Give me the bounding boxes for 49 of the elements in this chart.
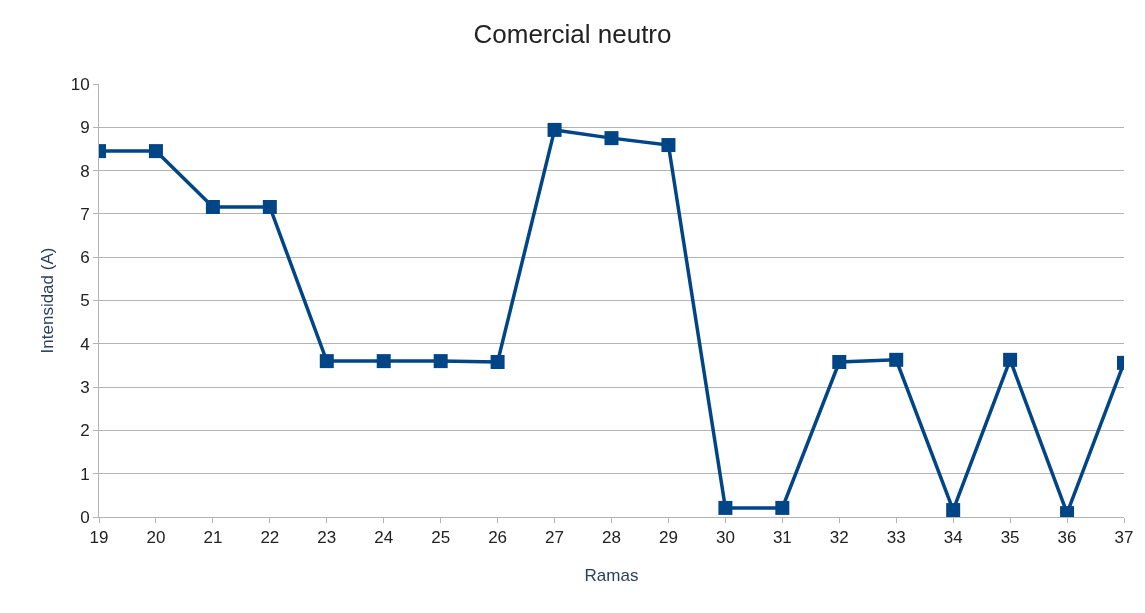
x-tick-label: 19 [89, 528, 109, 548]
point [433, 354, 448, 369]
y-tick-label: 3 [80, 378, 90, 398]
y-tick-label: 4 [80, 334, 90, 354]
point [205, 199, 220, 214]
point [490, 354, 505, 369]
point [547, 122, 562, 137]
point [1003, 352, 1018, 367]
point [889, 352, 904, 367]
x-tick-label: 22 [260, 528, 280, 548]
x-tick-label: 21 [203, 528, 223, 548]
x-tick-label: 20 [146, 528, 166, 548]
x-tick-label: 31 [772, 528, 792, 548]
y-tick-label: 9 [80, 118, 90, 138]
y-tick-label: 0 [80, 507, 90, 527]
y-tick-label: 8 [80, 161, 90, 181]
x-tick-label: 34 [943, 528, 963, 548]
point [262, 199, 277, 214]
x-tick-label: 35 [1000, 528, 1020, 548]
x-tick-label: 36 [1057, 528, 1077, 548]
x-tick-label: 37 [1114, 528, 1134, 548]
x-tick-label: 28 [602, 528, 621, 548]
y-tick-label: 5 [80, 291, 90, 311]
x-tick-label: 27 [545, 528, 565, 548]
x-tick-label: 29 [658, 528, 678, 548]
point [718, 500, 733, 515]
x-tick-label: 32 [829, 528, 849, 548]
point [832, 354, 847, 369]
x-tick-label: 30 [715, 528, 735, 548]
y-tick-label: 6 [80, 248, 90, 268]
point [604, 131, 619, 146]
y-tick-label: 2 [80, 421, 90, 441]
point [946, 503, 961, 517]
point [661, 138, 676, 153]
point [775, 500, 790, 515]
point [319, 354, 334, 369]
chart-title: Comercial neutro [473, 18, 672, 49]
y-tick-label: 10 [70, 74, 90, 94]
point [376, 354, 391, 369]
x-tick-label: 25 [431, 528, 451, 548]
x-tick-label: 33 [886, 528, 906, 548]
x-tick-label: 23 [317, 528, 337, 548]
x-axis-title: Ramas [584, 565, 639, 585]
x-tick-label: 26 [488, 528, 508, 548]
y-axis-title: Intensidad (A) [38, 247, 58, 354]
x-tick-label: 24 [374, 528, 394, 548]
point [148, 144, 163, 159]
y-tick-label: 7 [80, 204, 90, 224]
y-tick-label: 1 [80, 464, 90, 484]
